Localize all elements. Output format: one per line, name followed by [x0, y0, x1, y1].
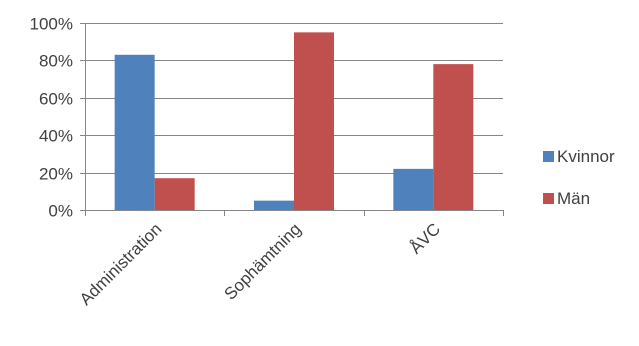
bars [114, 32, 474, 210]
bar-kvinnor-0 [114, 54, 155, 210]
legend-swatch [543, 151, 554, 162]
bar-kvinnor-1 [254, 200, 294, 210]
y-tick-label: 40% [39, 127, 73, 146]
bar-män-1 [294, 32, 334, 210]
legend-label: Män [557, 189, 590, 208]
y-tick-label: 0% [48, 202, 73, 221]
legend-swatch [543, 193, 554, 204]
x-category-labels: Administration Sophämtning ÅVC [76, 219, 444, 309]
legend-label: Kvinnor [557, 147, 615, 166]
y-tick-label: 80% [39, 52, 73, 71]
y-tick-label: 20% [39, 165, 73, 184]
bar-män-0 [154, 178, 195, 210]
y-tick-labels: 0% 20% 40% 60% 80% 100% [30, 15, 73, 221]
y-tick-label: 60% [39, 90, 73, 109]
bar-kvinnor-2 [393, 168, 434, 210]
axes [80, 23, 504, 216]
x-category-label: Administration [76, 219, 166, 309]
x-category-label: ÅVC [406, 219, 444, 257]
legend: Kvinnor Män [543, 147, 615, 208]
bar-män-2 [433, 64, 474, 210]
x-category-label: Sophämtning [221, 219, 305, 303]
y-tick-label: 100% [30, 15, 73, 34]
